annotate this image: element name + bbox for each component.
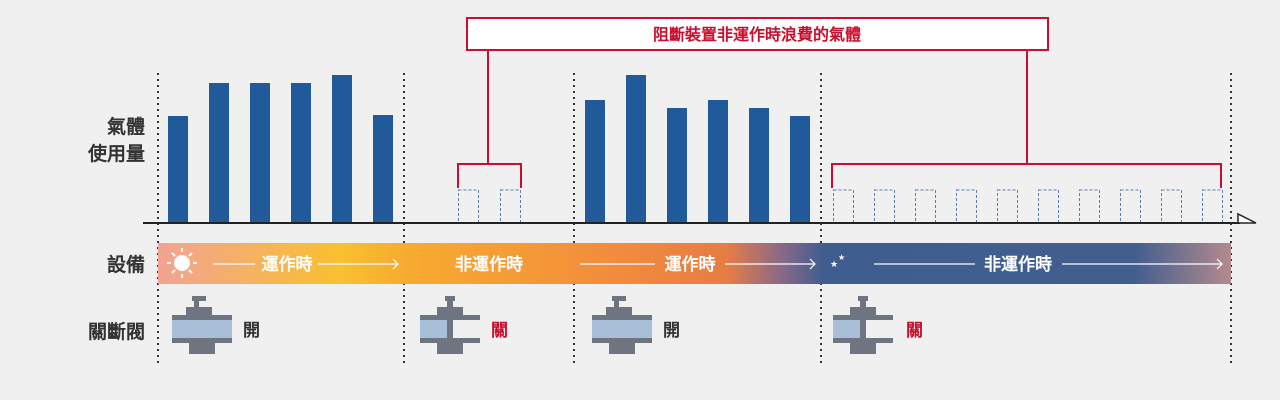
phase-label-4: 非運作時 bbox=[984, 254, 1052, 275]
valve-state-3: 開 bbox=[663, 321, 680, 341]
gas-usage-bar bbox=[291, 83, 311, 223]
gas-usage-bar bbox=[250, 83, 270, 223]
callout-text: 阻斷裝置非運作時浪費的氣體 bbox=[653, 25, 861, 44]
phase-dividers bbox=[157, 73, 1232, 366]
phase-label-1: 運作時 bbox=[262, 254, 313, 275]
axis-arrow-icon bbox=[1237, 212, 1257, 224]
wasted-gas-bar bbox=[833, 189, 854, 224]
wasted-gas-bar bbox=[1161, 189, 1182, 224]
wasted-gas-bar bbox=[1202, 189, 1223, 224]
gas-usage-bar bbox=[332, 75, 352, 223]
gas-usage-bars bbox=[168, 75, 1223, 224]
gas-usage-bar bbox=[168, 116, 188, 223]
gas-usage-bar bbox=[749, 108, 769, 223]
wasted-gas-bar bbox=[458, 189, 479, 224]
svg-text:★: ★ bbox=[838, 253, 845, 262]
band-arrows bbox=[213, 258, 1223, 270]
callout-brackets bbox=[457, 50, 1222, 188]
valve-closed-icon bbox=[420, 296, 480, 354]
gas-usage-bar bbox=[585, 100, 605, 223]
valve-label: 關斷閥 bbox=[88, 320, 145, 343]
valve-state-1: 開 bbox=[243, 321, 260, 341]
wasted-gas-bar bbox=[1120, 189, 1141, 224]
valve-state-2: 關 bbox=[491, 321, 508, 341]
phase-label-2: 非運作時 bbox=[455, 254, 523, 275]
gas-usage-label-2: 使用量 bbox=[87, 143, 145, 165]
valves bbox=[172, 296, 893, 354]
valve-open-icon bbox=[592, 296, 652, 354]
sun-icon bbox=[167, 248, 197, 278]
gas-usage-bar bbox=[626, 75, 646, 223]
gas-usage-bar bbox=[667, 108, 687, 223]
wasted-gas-bar bbox=[874, 189, 895, 224]
svg-text:★: ★ bbox=[830, 260, 838, 270]
gas-usage-bar bbox=[790, 116, 810, 223]
gas-usage-bar bbox=[373, 115, 393, 223]
gas-usage-label-1: 氣體 bbox=[107, 115, 145, 138]
equipment-label: 設備 bbox=[107, 253, 145, 276]
callout-box bbox=[466, 17, 1049, 51]
valve-open-icon bbox=[172, 296, 232, 354]
valve-state-4: 關 bbox=[906, 321, 923, 341]
wasted-gas-bar bbox=[915, 189, 936, 224]
wasted-gas-bar bbox=[1038, 189, 1059, 224]
gas-usage-bar bbox=[708, 100, 728, 223]
wasted-gas-bar bbox=[997, 189, 1018, 224]
valve-closed-icon bbox=[833, 296, 893, 354]
moon-stars-icon: ★★ bbox=[830, 251, 861, 274]
wasted-gas-bar bbox=[500, 189, 521, 224]
wasted-gas-bar bbox=[1079, 189, 1100, 224]
wasted-gas-bar bbox=[956, 189, 977, 224]
gas-usage-bar bbox=[209, 83, 229, 223]
phase-label-3: 運作時 bbox=[665, 254, 716, 275]
